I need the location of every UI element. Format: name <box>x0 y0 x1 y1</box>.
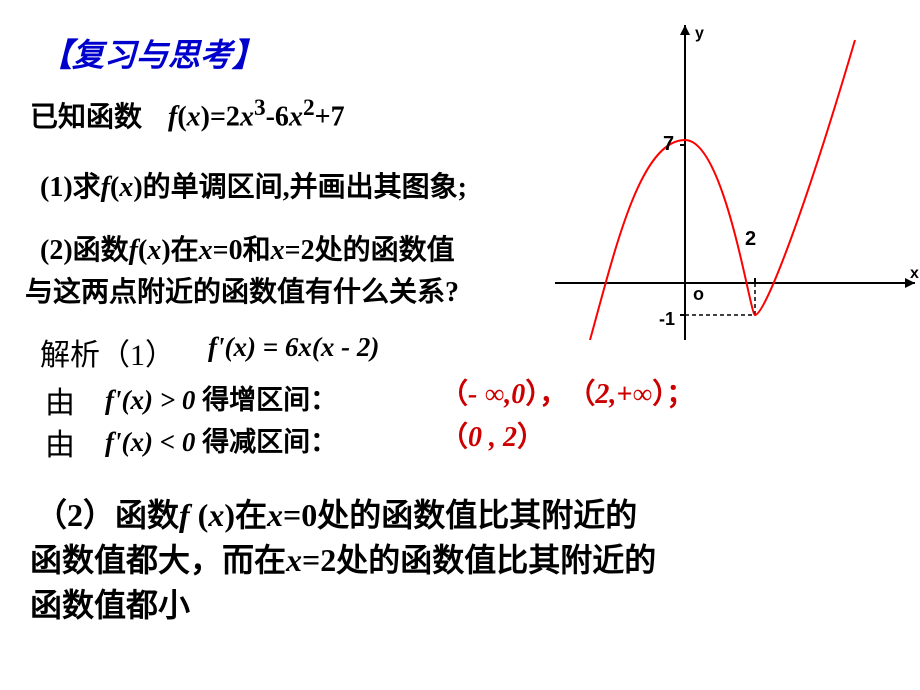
svg-text:y: y <box>695 25 704 42</box>
line-given: 已知函数 <box>30 95 142 135</box>
svg-text:-1: -1 <box>659 309 675 329</box>
line-q1: (1)求f(x)的单调区间,并画出其图象; <box>40 165 467 205</box>
line-a2c: 函数值都小 <box>30 580 190 626</box>
svg-text:o: o <box>693 284 704 304</box>
svg-text:2: 2 <box>745 228 756 250</box>
line-int1: （- ∞,0）， （2,+∞）； <box>440 372 694 412</box>
section-title: 【复习与思考】 <box>40 30 264 76</box>
line-a2b: 函数值都大，而在x=2处的函数值比其附近的 <box>30 535 656 581</box>
line-by2: 由 <box>45 420 75 464</box>
line-q2a: (2)函数f(x)在x=0和x=2处的函数值 <box>40 228 455 268</box>
svg-text:7: 7 <box>663 133 674 155</box>
function-graph: y x 7 2 o -1 <box>555 20 920 340</box>
line-a2a: （2）函数f (x)在x=0处的函数值比其附近的 <box>35 490 637 536</box>
line-int2: （0 , 2） <box>440 415 545 455</box>
line-fprime: f'(x) = 6x(x - 2) <box>208 332 379 363</box>
line-q2b: 与这两点附近的函数值有什么关系? <box>25 270 459 310</box>
line-cond2: f'(x) < 0 得减区间： <box>105 420 337 459</box>
line-sol1: 解析（1） <box>40 330 175 374</box>
line-func: f(x)=2x3-6x2+7 <box>168 95 345 133</box>
line-by1: 由 <box>45 378 75 422</box>
line-cond1: f'(x) > 0 得增区间： <box>105 378 337 417</box>
svg-text:x: x <box>910 265 919 282</box>
